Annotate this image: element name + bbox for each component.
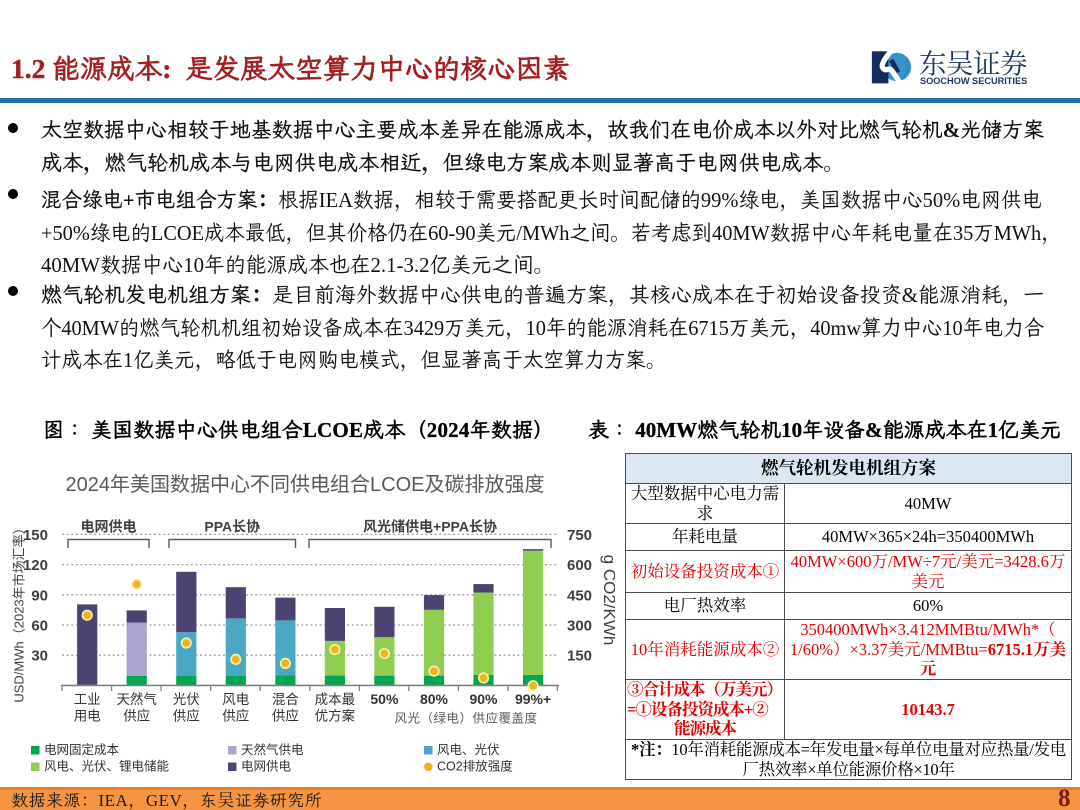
svg-text:天然气: 天然气 [116,691,157,707]
svg-text:90: 90 [31,587,48,604]
svg-text:USD/MWh（2023年市场汇率）: USD/MWh（2023年市场汇率） [12,521,27,702]
svg-text:80%: 80% [420,691,449,707]
svg-text:风光储供电+PPA长协: 风光储供电+PPA长协 [363,519,497,535]
svg-text:300: 300 [567,618,592,635]
svg-text:g CO2/KWh: g CO2/KWh [600,555,615,646]
svg-text:风电、光伏、锂电储能: 风电、光伏、锂电储能 [44,759,170,774]
svg-text:天然气供电: 天然气供电 [241,742,304,757]
svg-text:混合: 混合 [272,692,299,707]
svg-text:风光（绿电）供应覆盖度: 风光（绿电）供应覆盖度 [394,711,537,726]
svg-text:用电: 用电 [74,709,101,724]
svg-text:30: 30 [31,648,48,665]
svg-text:450: 450 [567,587,592,604]
svg-text:600: 600 [567,557,592,574]
svg-text:电网供电: 电网供电 [241,760,292,774]
svg-text:工业: 工业 [74,692,101,707]
svg-text:供应: 供应 [272,708,299,724]
svg-text:供应: 供应 [173,708,200,724]
svg-text:成本最: 成本最 [315,692,356,707]
svg-text:PPA长协: PPA长协 [204,519,260,535]
svg-text:CO2排放强度: CO2排放强度 [437,759,513,774]
svg-text:供应: 供应 [123,708,150,724]
svg-text:90%: 90% [469,691,498,707]
svg-text:风电、光伏: 风电、光伏 [437,743,500,757]
svg-text:150: 150 [567,648,592,665]
svg-text:电网固定成本: 电网固定成本 [44,742,120,757]
svg-text:120: 120 [23,557,48,574]
svg-text:电网供电: 电网供电 [81,519,137,535]
svg-text:风电: 风电 [222,692,249,707]
svg-text:2024年美国数据中心不同供电组合LCOE及碳排放强度: 2024年美国数据中心不同供电组合LCOE及碳排放强度 [66,473,545,496]
svg-text:150: 150 [23,527,48,544]
svg-text:99%+: 99%+ [515,691,551,707]
svg-text:优方案: 优方案 [315,708,356,724]
svg-text:50%: 50% [370,691,399,707]
svg-text:60: 60 [31,618,48,635]
svg-text:750: 750 [567,527,592,544]
svg-text:光伏: 光伏 [173,692,200,707]
svg-text:供应: 供应 [222,708,249,724]
